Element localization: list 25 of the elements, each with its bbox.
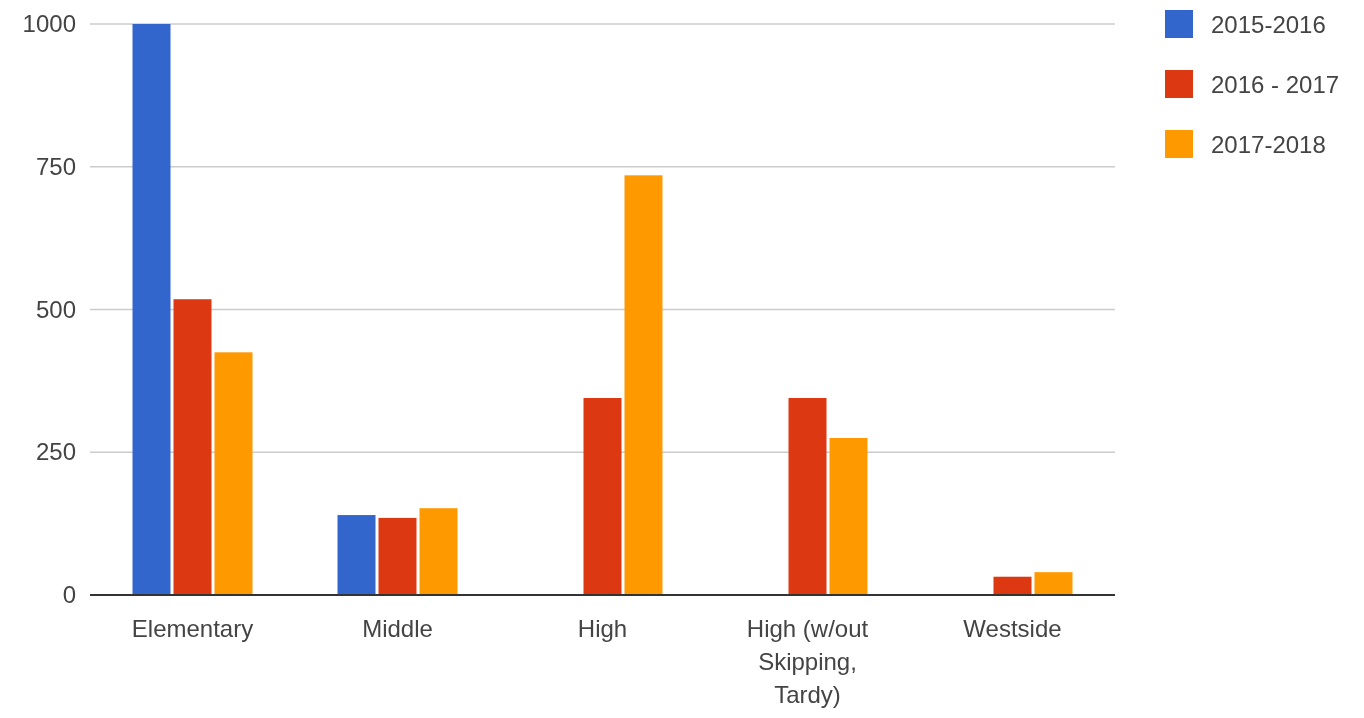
bar (419, 508, 458, 595)
bar (337, 515, 376, 595)
y-tick-label: 0 (62, 581, 76, 609)
y-tick-label: 500 (35, 295, 76, 323)
bar (788, 398, 827, 595)
bar (378, 517, 417, 595)
bar (173, 299, 212, 595)
bar (624, 175, 663, 595)
bar (214, 352, 253, 595)
x-tick-label: Westside (963, 615, 1062, 642)
legend-label: 2016 - 2017 (1211, 71, 1340, 98)
legend-label: 2015-2016 (1211, 11, 1326, 38)
x-tick-label: High (577, 615, 628, 642)
bar (1034, 572, 1073, 595)
x-tick-label: Middle (362, 615, 433, 642)
bar (829, 437, 868, 595)
y-tick-label: 250 (35, 438, 76, 466)
x-tick-label: Elementary (131, 615, 254, 642)
bar (993, 576, 1032, 595)
y-tick-label: 750 (35, 152, 76, 180)
bar (132, 24, 171, 595)
y-tick-label: 1000 (22, 10, 76, 38)
x-tick-label: High (w/out Skipping, Tardy) (746, 615, 869, 708)
bar (583, 398, 622, 595)
legend-label: 2017-2018 (1211, 131, 1326, 158)
